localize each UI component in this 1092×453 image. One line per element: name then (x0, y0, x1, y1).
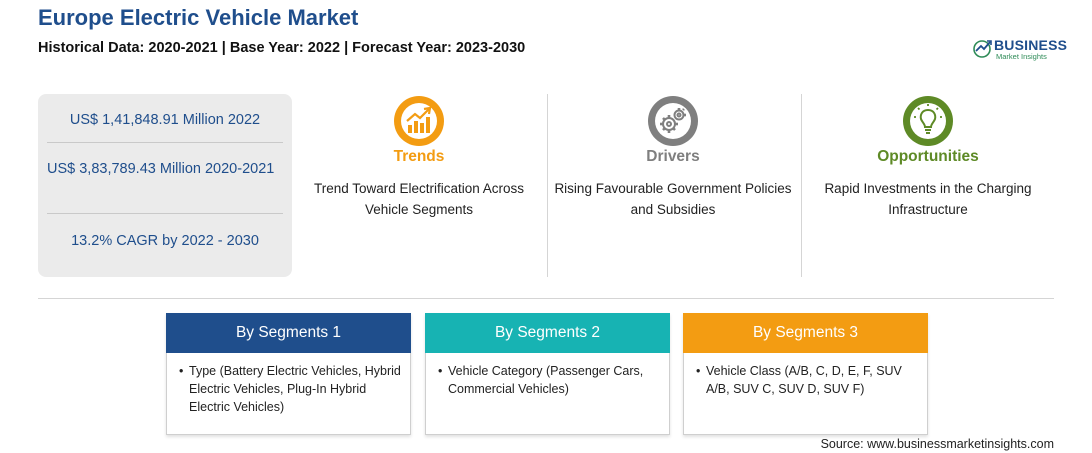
drivers-column: Drivers Rising Favourable Government Pol… (548, 94, 798, 244)
trends-text: Trend Toward Electrification Across Vehi… (313, 181, 525, 217)
page-subtitle: Historical Data: 2020-2021 | Base Year: … (38, 40, 526, 56)
column-divider (547, 94, 548, 277)
segment-2-title: By Segments 2 (425, 313, 670, 353)
drivers-text: Rising Favourable Government Policies an… (554, 181, 792, 217)
segment-3-text: Vehicle Class (A/B, C, D, E, F, SUV A/B,… (706, 364, 902, 396)
historical-stat: US$ 3,83,789.43 Million 2020-2021 (47, 161, 275, 177)
logo-name: BUSINESS (994, 37, 1068, 53)
opportunities-title: Opportunities (877, 148, 979, 165)
source-note: Source: www.businessmarketinsights.com (820, 437, 1054, 451)
opportunities-column: Opportunities Rapid Investments in the C… (803, 94, 1053, 244)
brand-logo[interactable]: BUSINESS Market Insights (973, 34, 1067, 62)
cagr-stat: 13.2% CAGR by 2022 - 2030 (71, 233, 259, 249)
segment-3-body: • Vehicle Class (A/B, C, D, E, F, SUV A/… (696, 362, 922, 398)
segment-3-title: By Segments 3 (683, 313, 928, 353)
globe-icon (973, 40, 992, 58)
trends-title: Trends (393, 148, 445, 165)
bullet: • (179, 364, 184, 378)
trends-column: Trends Trend Toward Electrification Acro… (294, 94, 544, 244)
segment-card-1: By Segments 1 • Type (Battery Electric V… (166, 313, 411, 435)
segment-1-text: Type (Battery Electric Vehicles, Hybrid … (189, 364, 401, 414)
opportunities-text: Rapid Investments in the Charging Infras… (824, 181, 1032, 217)
segment-2-body: • Vehicle Category (Passenger Cars, Comm… (438, 362, 664, 398)
market-size-stat: US$ 1,41,848.91 Million 2022 (69, 112, 261, 128)
segment-card-3: By Segments 3 • Vehicle Class (A/B, C, D… (683, 313, 928, 435)
bullet: • (696, 364, 701, 378)
segment-card-2: By Segments 2 • Vehicle Category (Passen… (425, 313, 670, 435)
page-title: Europe Electric Vehicle Market (38, 5, 359, 30)
lightbulb-icon (903, 96, 953, 146)
section-divider (38, 298, 1054, 299)
gears-icon (648, 96, 698, 146)
bullet: • (438, 364, 443, 378)
key-stats-panel: US$ 1,41,848.91 Million 2022 US$ 3,83,78… (38, 94, 292, 277)
segment-2-text: Vehicle Category (Passenger Cars, Commer… (448, 364, 644, 396)
logo-tagline: Market Insights (996, 52, 1047, 61)
rising-chart-icon (394, 96, 444, 146)
segment-1-title: By Segments 1 (166, 313, 411, 353)
stat-divider (47, 142, 283, 143)
drivers-title: Drivers (646, 148, 700, 165)
column-divider (801, 94, 802, 277)
segment-1-body: • Type (Battery Electric Vehicles, Hybri… (179, 362, 405, 416)
stat-divider (47, 213, 283, 214)
